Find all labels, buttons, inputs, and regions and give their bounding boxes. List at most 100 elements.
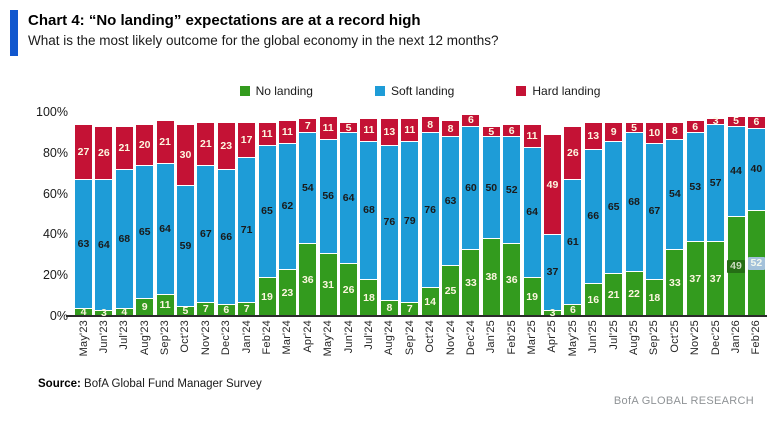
bar-group: 3 64 26 (95, 112, 113, 318)
bar-segment: 60 (462, 126, 480, 249)
bar-group: 33 54 8 (666, 112, 684, 316)
bar-segment: 14 (421, 287, 439, 316)
bar-segment: 52 (747, 209, 766, 316)
bar-segment: 4 (75, 306, 92, 319)
bar-value-label: 11 (404, 123, 416, 136)
bar-value-label: 44 (730, 165, 742, 178)
bar-segment: 11 (360, 118, 378, 141)
bar-group: 8 76 13 (380, 112, 398, 316)
bar-value-label: 11 (159, 299, 171, 312)
bar-segment: 9 (136, 297, 154, 316)
bar-value-label: 5 (631, 121, 637, 134)
bar-segment: 68 (115, 169, 133, 308)
chart-header: Chart 4: “No landing” expectations are a… (10, 10, 499, 56)
bar-value-label: 8 (671, 124, 678, 137)
bar-value-label: 33 (668, 276, 681, 289)
bar-segment: 36 (503, 242, 521, 316)
bar-segment: 8 (421, 116, 439, 133)
bar-value-label: 14 (424, 295, 436, 308)
legend-label: Soft landing (390, 84, 455, 98)
x-axis-label: Nov'23 (199, 320, 212, 356)
bar-segment: 19 (523, 277, 541, 316)
bar-value-label: 13 (587, 129, 600, 142)
legend-swatch-icon (374, 86, 385, 96)
bar-segment: 8 (666, 122, 684, 139)
bar-segment: 22 (625, 271, 643, 316)
bar-value-label: 52 (505, 183, 518, 196)
bar-segment: 17 (238, 122, 256, 157)
bar-segment: 65 (605, 140, 623, 274)
bar-segment: 57 (707, 124, 725, 241)
bar-value-label: 6 (569, 304, 576, 317)
bar-segment: 7 (238, 301, 256, 316)
x-axis-label: Apr'25 (546, 320, 559, 353)
bar-value-label: 38 (485, 271, 498, 284)
bar-segment: 13 (584, 122, 602, 149)
bar-segment: 59 (176, 185, 194, 306)
bar-group: 18 67 10 (645, 112, 663, 316)
bar-value-label: 23 (220, 139, 233, 152)
x-axis-cell: May'25 (564, 320, 581, 372)
bar-value-label: 26 (567, 147, 579, 160)
bar-value-label: 7 (304, 119, 311, 132)
x-axis-cell: Dec'25 (707, 320, 724, 372)
x-axis-cell: Aug'23 (136, 320, 153, 372)
bar-value-label: 11 (363, 123, 375, 136)
bar-value-label: 4 (80, 306, 87, 319)
y-axis-tick: 40% (42, 227, 68, 242)
bar-value-label: 9 (610, 125, 617, 138)
source-text: BofA Global Fund Manager Survey (80, 378, 262, 390)
bar-group: 26 64 5 (340, 112, 358, 316)
bar-segment: 13 (380, 118, 398, 145)
x-axis-label: Nov'25 (689, 320, 702, 356)
bar-segment: 21 (115, 126, 133, 170)
legend-swatch-icon (516, 86, 527, 96)
bar-group: 4 68 21 (115, 112, 133, 317)
bar-segment: 66 (584, 148, 602, 284)
bar-group: 16 66 13 (584, 112, 602, 316)
bar-value-label: 64 (98, 238, 110, 251)
x-axis-cell: Jan'26 (728, 320, 745, 372)
x-axis-label: Jul'25 (607, 320, 620, 350)
x-axis-cell: Sep'25 (646, 320, 663, 372)
x-axis-cell: Dec'23 (218, 320, 235, 372)
bars-container: 4 63 27 3 64 26 4 68 21 9 65 20 11 64 21 5 59 30 7 67 21 6 66 2… (75, 112, 766, 319)
bar-segment: 49 (727, 216, 745, 316)
bar-value-label: 52 (747, 257, 766, 270)
bar-segment: 64 (156, 163, 174, 294)
legend-item-hard-landing: Hard landing (516, 84, 600, 98)
bar-value-label: 3 (712, 115, 719, 128)
bar-segment: 54 (666, 138, 684, 249)
bar-group: 6 66 23 (217, 112, 235, 316)
x-axis-label: Oct'25 (668, 320, 681, 353)
bar-value-label: 79 (403, 215, 416, 228)
bar-value-label: 64 (342, 191, 355, 204)
bar-value-label: 40 (750, 163, 763, 176)
x-axis-label: Feb'24 (261, 320, 274, 355)
bar-segment: 7 (299, 118, 317, 133)
bar-segment: 71 (238, 156, 256, 302)
bar-segment: 9 (605, 122, 623, 141)
bar-value-label: 5 (345, 121, 352, 134)
legend-item-no-landing: No landing (239, 84, 313, 98)
bar-value-label: 37 (689, 272, 702, 285)
x-axis-label: Feb'25 (505, 320, 518, 355)
bar-segment: 49 (543, 134, 561, 235)
x-axis-label: Dec'25 (709, 320, 722, 356)
bar-segment: 20 (136, 124, 154, 166)
bar-value-label: 21 (118, 141, 131, 154)
bar-value-label: 62 (281, 200, 294, 213)
bar-segment: 63 (442, 136, 460, 265)
x-axis-label: Apr'24 (301, 320, 314, 353)
x-axis-label: Feb'26 (750, 320, 763, 355)
bar-segment: 40 (747, 128, 765, 210)
bar-value-label: 76 (424, 204, 436, 217)
bar-value-label: 64 (159, 222, 171, 235)
bar-value-label: 21 (607, 288, 620, 301)
bar-value-label: 17 (240, 133, 253, 146)
bar-segment: 21 (605, 273, 623, 316)
bar-group: 31 56 11 (319, 112, 337, 316)
bar-value-label: 8 (447, 122, 454, 135)
bar-value-label: 7 (406, 303, 413, 316)
bar-value-label: 19 (261, 290, 273, 303)
